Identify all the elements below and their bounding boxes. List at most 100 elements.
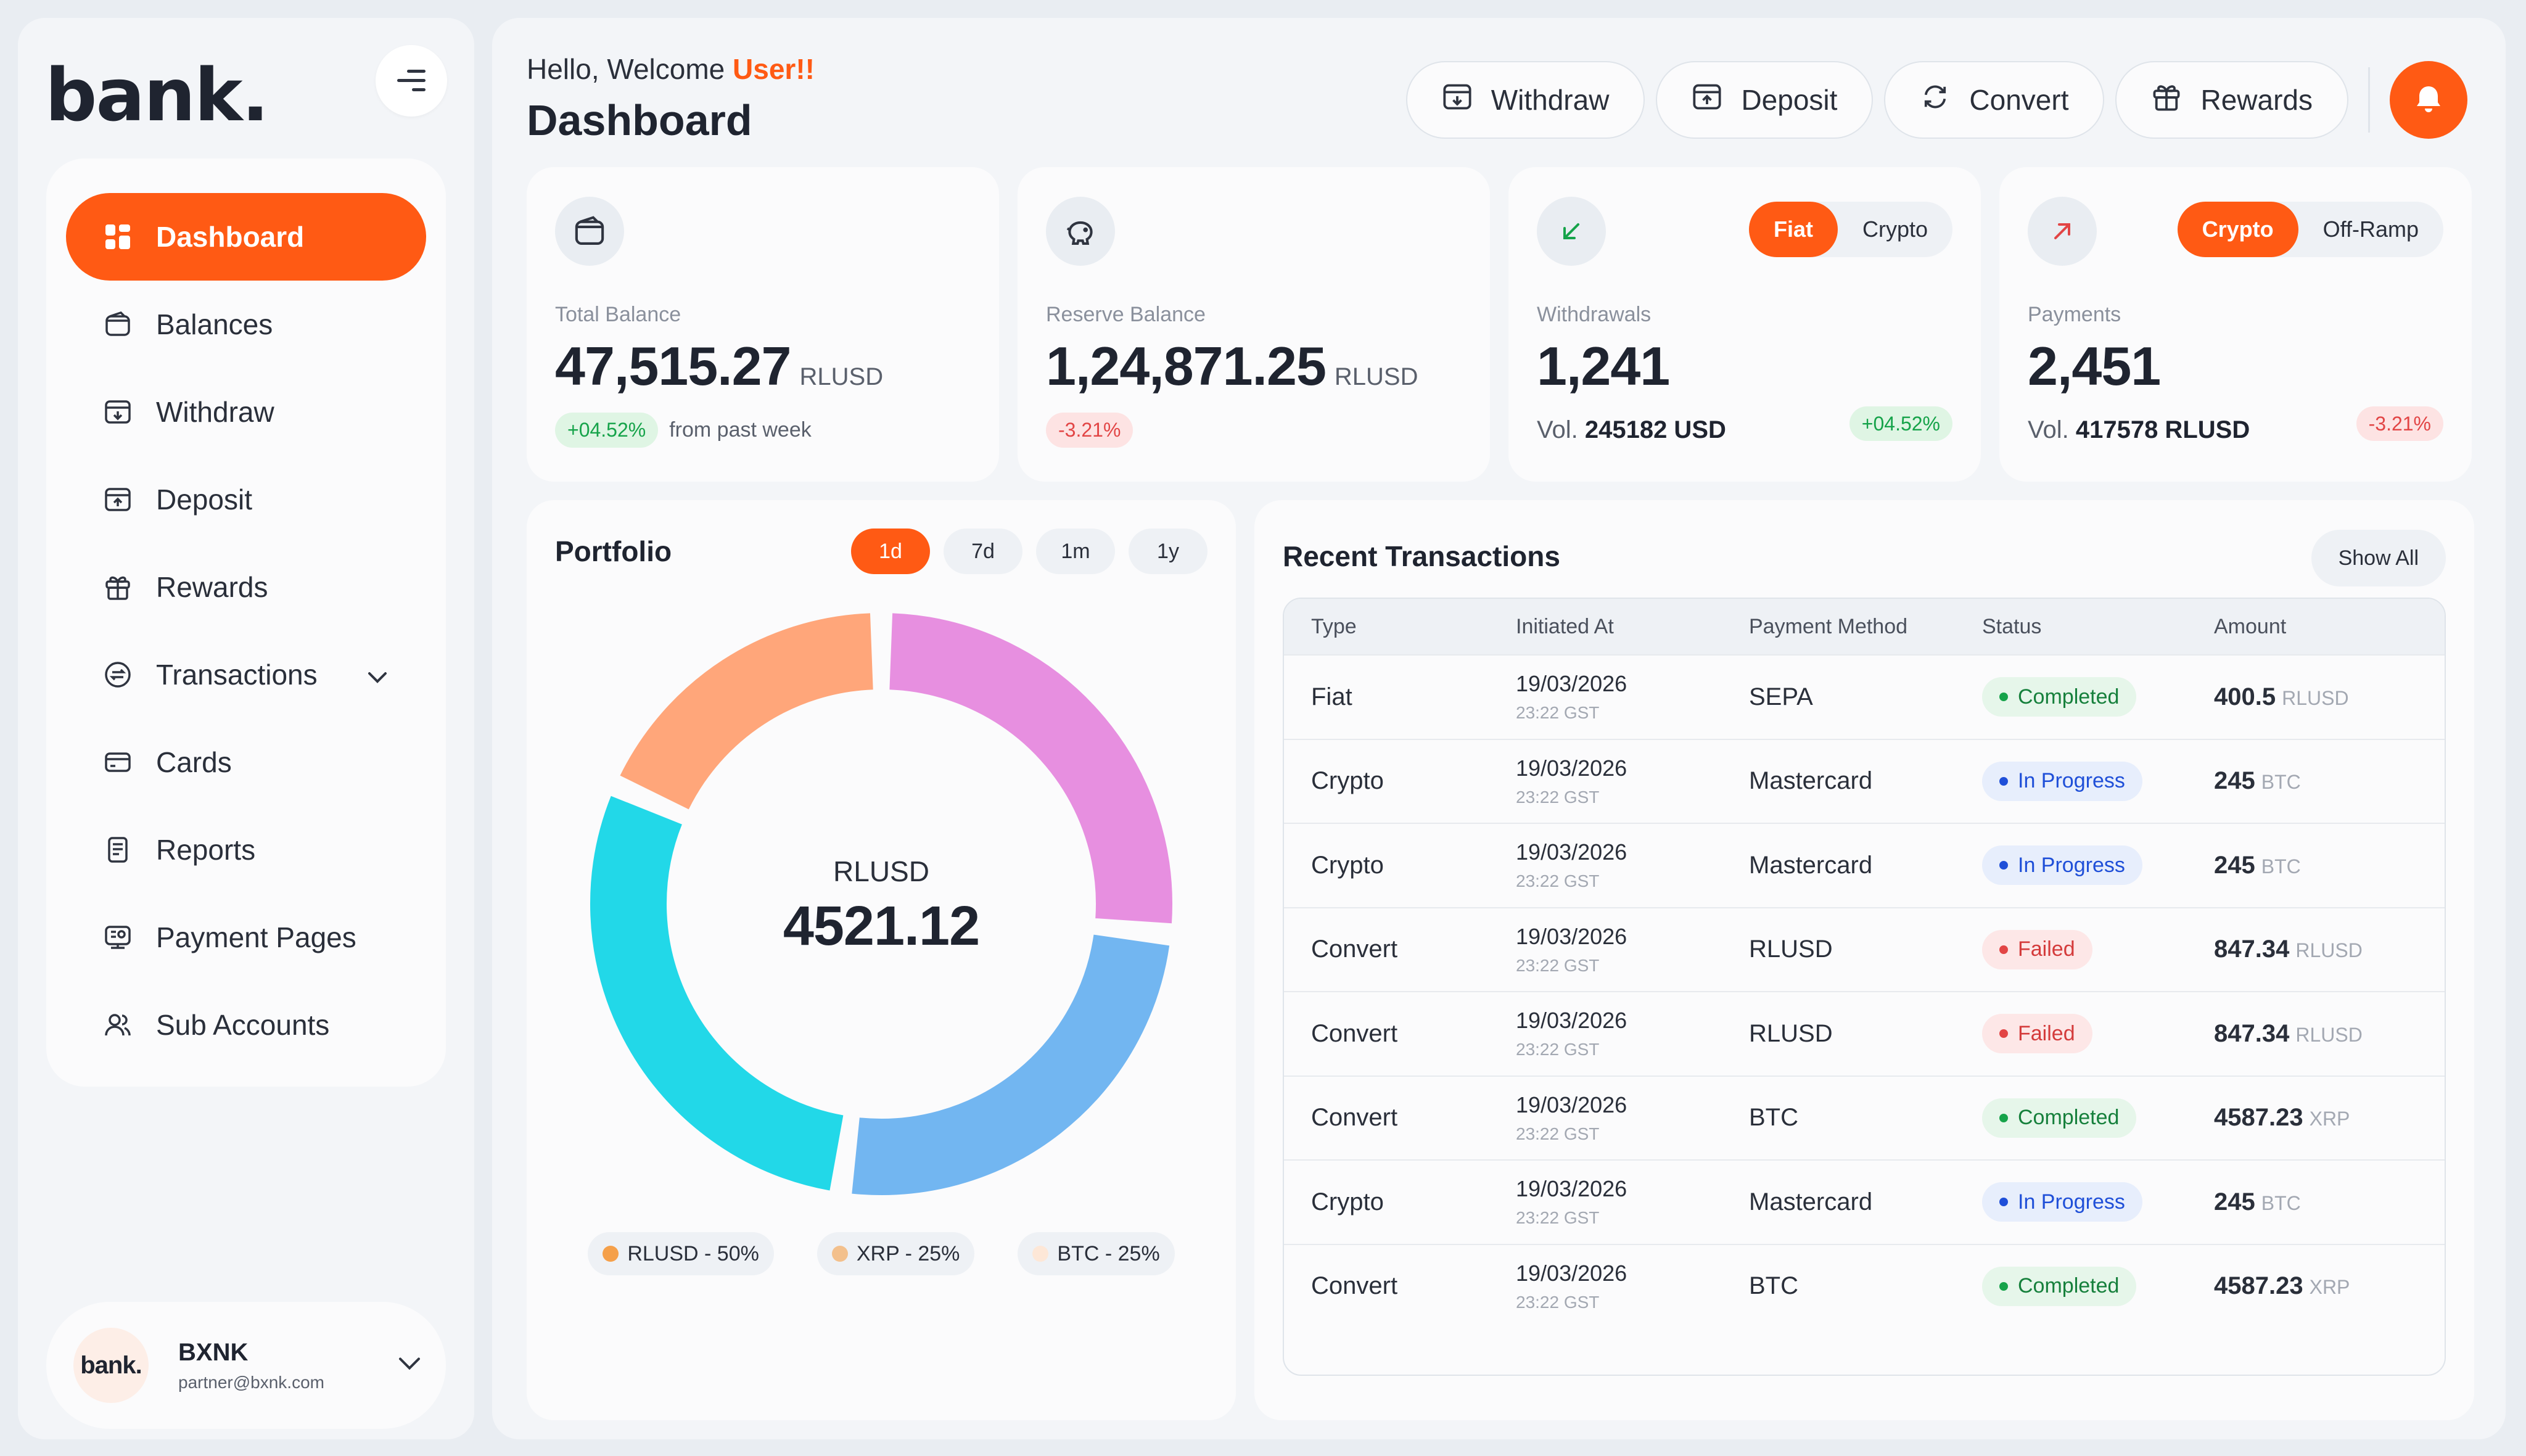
column-status[interactable]: Status xyxy=(1982,614,2042,638)
range-7d[interactable]: 7d xyxy=(944,529,1022,574)
change-badge: +04.52% xyxy=(1849,406,1952,441)
greeting-user: User!! xyxy=(733,53,815,85)
status-text: Failed xyxy=(2018,1021,2075,1045)
amount-unit: XRP xyxy=(2309,1108,2350,1130)
chevron-down-icon[interactable] xyxy=(367,658,388,691)
cell-initiated-at: 19/03/2026 23:22 GST xyxy=(1516,839,1749,891)
sidebar-item-deposit[interactable]: Deposit xyxy=(66,456,426,543)
rewards-button[interactable]: Rewards xyxy=(2115,61,2348,139)
amount-unit: XRP xyxy=(2309,1276,2350,1299)
sidebar-item-withdraw[interactable]: Withdraw xyxy=(66,368,426,456)
status-text: Failed xyxy=(2018,937,2075,961)
portfolio-card: Portfolio 1d 7d 1m 1y RLUSD 4521.12 RLUS… xyxy=(527,500,1236,1420)
transactions-title: Recent Transactions xyxy=(1283,540,1560,572)
sidebar-item-label: Payment Pages xyxy=(156,921,356,953)
card-label: Withdrawals xyxy=(1537,303,1652,326)
table-row[interactable]: Convert 19/03/2026 23:22 GST RLUSD Failed 847… xyxy=(1284,907,2445,992)
cell-time: 23:22 GST xyxy=(1516,1124,1600,1143)
toggle-fiat[interactable]: Fiat xyxy=(1748,202,1838,257)
table-row[interactable]: Convert 19/03/2026 23:22 GST BTC Completed 45… xyxy=(1284,1075,2445,1160)
chevron-down-icon[interactable] xyxy=(398,1357,421,1375)
cell-type: Crypto xyxy=(1311,851,1384,879)
column-initiated-at[interactable]: Initiated At xyxy=(1516,614,1614,638)
account-switcher[interactable]: bank. BXNK partner@bxnk.com xyxy=(46,1302,446,1429)
cell-amount: 4587.23 XRP xyxy=(2214,1104,2445,1132)
status-text: In Progress xyxy=(2018,1190,2125,1214)
donut-center-value: 4521.12 xyxy=(783,895,980,957)
amount-unit: BTC xyxy=(2261,855,2301,878)
notifications-button[interactable] xyxy=(2390,61,2467,139)
wallet-icon xyxy=(102,308,134,340)
sidebar-item-dashboard[interactable]: Dashboard xyxy=(66,193,426,281)
withdrawals-count: 1,241 xyxy=(1537,335,1670,397)
legend-item-btc: BTC - 25% xyxy=(1018,1232,1175,1275)
sidebar-nav: Dashboard Balances Withdraw Deposit Rewa… xyxy=(46,158,446,1087)
table-row[interactable]: Crypto 19/03/2026 23:22 GST Mastercard In Pr… xyxy=(1284,823,2445,907)
change-badge: +04.52% xyxy=(555,413,659,448)
convert-button[interactable]: Convert xyxy=(1884,61,2105,139)
cell-payment-method: RLUSD xyxy=(1749,936,1833,963)
users-icon xyxy=(102,1009,134,1041)
donut-segment-blue xyxy=(852,934,1170,1195)
range-1y[interactable]: 1y xyxy=(1129,529,1207,574)
cell-initiated-at: 19/03/2026 23:22 GST xyxy=(1516,1261,1749,1312)
table-row[interactable]: Convert 19/03/2026 23:22 GST BTC Completed 45… xyxy=(1284,1243,2445,1328)
sidebar-item-rewards[interactable]: Rewards xyxy=(66,543,426,631)
column-payment-method[interactable]: Payment Method xyxy=(1749,614,1908,638)
menu-toggle-button[interactable] xyxy=(376,45,447,117)
change-badge: -3.21% xyxy=(2356,406,2443,441)
column-amount[interactable]: Amount xyxy=(2214,614,2287,638)
greeting: Hello, Welcome User!! xyxy=(527,52,815,86)
sidebar-item-cards[interactable]: Cards xyxy=(66,718,426,806)
crypto-offramp-toggle: Crypto Off-Ramp xyxy=(2177,202,2443,257)
status-dot-icon xyxy=(1999,861,2008,870)
toggle-off-ramp[interactable]: Off-Ramp xyxy=(2322,216,2419,242)
withdraw-label: Withdraw xyxy=(1491,84,1610,116)
table-row[interactable]: Crypto 19/03/2026 23:22 GST Mastercard In Pr… xyxy=(1284,738,2445,823)
status-badge: Completed xyxy=(1982,1098,2137,1138)
sidebar-item-payment-pages[interactable]: Payment Pages xyxy=(66,894,426,981)
table-row[interactable]: Convert 19/03/2026 23:22 GST RLUSD Failed 847… xyxy=(1284,991,2445,1076)
cell-amount: 400.5 RLUSD xyxy=(2214,683,2445,711)
cell-amount: 245 BTC xyxy=(2214,852,2445,879)
sidebar-item-sub-accounts[interactable]: Sub Accounts xyxy=(66,981,426,1069)
show-all-button[interactable]: Show All xyxy=(2311,530,2446,586)
status-badge: Completed xyxy=(1982,677,2137,717)
cell-time: 23:22 GST xyxy=(1516,1292,1600,1312)
column-type[interactable]: Type xyxy=(1311,614,1357,638)
payments-volume: Vol. 417578 RLUSD xyxy=(2028,416,2250,443)
amount-value: 245 xyxy=(2214,851,2255,879)
cell-initiated-at: 19/03/2026 23:22 GST xyxy=(1516,1176,1749,1228)
amount-unit: RLUSD xyxy=(2295,1023,2363,1046)
deposit-button[interactable]: Deposit xyxy=(1656,61,1874,139)
amount-value: 847.34 xyxy=(2214,1019,2290,1047)
convert-icon xyxy=(1920,81,1951,119)
legend-item-xrp: XRP - 25% xyxy=(817,1232,975,1275)
cell-initiated-at: 19/03/2026 23:22 GST xyxy=(1516,1008,1749,1059)
toggle-crypto[interactable]: Crypto xyxy=(2177,202,2298,257)
sidebar-item-balances[interactable]: Balances xyxy=(66,281,426,368)
sidebar-item-transactions[interactable]: Transactions xyxy=(66,631,426,718)
table-row[interactable]: Crypto 19/03/2026 23:22 GST Mastercard In Pr… xyxy=(1284,1159,2445,1244)
toggle-crypto[interactable]: Crypto xyxy=(1862,216,1928,242)
cell-type: Crypto xyxy=(1311,1188,1384,1215)
portfolio-donut-chart xyxy=(590,613,1172,1195)
cell-status: In Progress xyxy=(1982,1182,2214,1222)
cell-time: 23:22 GST xyxy=(1516,871,1600,891)
status-text: Completed xyxy=(2018,1274,2120,1298)
arrow-down-left-icon xyxy=(1537,197,1606,266)
range-1d[interactable]: 1d xyxy=(851,529,930,574)
amount-value: 4587.23 xyxy=(2214,1272,2303,1300)
status-dot-icon xyxy=(1999,1281,2008,1291)
table-row[interactable]: Fiat 19/03/2026 23:22 GST SEPA Completed 400.… xyxy=(1284,654,2445,739)
cell-amount: 245 BTC xyxy=(2214,767,2445,795)
gift-icon xyxy=(102,571,134,603)
sidebar-item-reports[interactable]: Reports xyxy=(66,806,426,894)
withdraw-button[interactable]: Withdraw xyxy=(1405,61,1645,139)
sidebar-item-label: Reports xyxy=(156,834,256,866)
sidebar-item-label: Transactions xyxy=(156,659,318,691)
cell-date: 19/03/2026 xyxy=(1516,755,1627,781)
cell-type: Convert xyxy=(1311,1104,1398,1132)
range-1m[interactable]: 1m xyxy=(1036,529,1115,574)
status-dot-icon xyxy=(1999,1029,2008,1039)
